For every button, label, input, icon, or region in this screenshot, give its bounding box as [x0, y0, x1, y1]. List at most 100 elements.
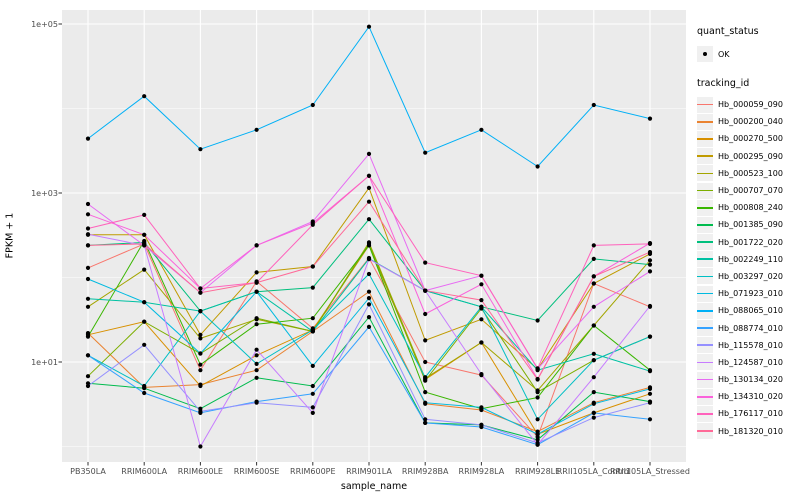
data-point: [254, 127, 259, 132]
data-point: [198, 286, 203, 291]
data-point: [647, 334, 653, 339]
data-point: [479, 422, 484, 427]
data-point: [310, 327, 315, 332]
data-point: [647, 269, 653, 274]
data-point: [591, 323, 596, 328]
data-point: [254, 400, 259, 405]
data-point: [591, 375, 596, 380]
data-point: [310, 316, 315, 321]
data-point: [254, 280, 259, 285]
data-point: [535, 432, 540, 437]
data-point: [198, 444, 203, 449]
data-point: [85, 304, 91, 309]
data-point: [142, 232, 147, 237]
data-point: [423, 375, 428, 380]
data-point: [254, 243, 259, 248]
data-point: [198, 351, 203, 356]
data-point: [535, 377, 540, 382]
data-point: [85, 201, 91, 207]
data-point: [423, 359, 428, 365]
data-point: [479, 304, 484, 309]
data-point: [591, 401, 596, 406]
data-point: [254, 368, 259, 373]
data-point: [366, 271, 372, 277]
data-point: [423, 288, 428, 293]
data-point: [310, 383, 315, 389]
data-point: [85, 243, 91, 248]
data-point: [647, 369, 653, 374]
data-point: [366, 302, 372, 307]
data-point: [142, 267, 147, 272]
data-point: [310, 410, 315, 415]
data-point: [591, 281, 596, 286]
data-point: [142, 94, 147, 99]
data-point: [310, 405, 315, 410]
data-point: [254, 316, 259, 321]
data-point: [366, 296, 372, 301]
data-point: [591, 243, 596, 248]
data-point: [85, 265, 91, 270]
data-point: [479, 372, 484, 377]
data-point: [254, 289, 259, 294]
data-point: [423, 417, 428, 422]
data-point: [479, 405, 484, 410]
data-point: [254, 375, 259, 380]
data-point: [479, 273, 484, 278]
data-point: [423, 400, 428, 405]
data-point: [85, 353, 91, 358]
data-point: [591, 390, 596, 395]
data-point: [198, 290, 203, 295]
data-point: [85, 296, 91, 301]
data-point: [479, 298, 484, 303]
data-point: [535, 417, 540, 422]
data-point: [366, 257, 372, 262]
data-point: [198, 368, 203, 373]
data-point: [310, 391, 315, 396]
data-point: [423, 338, 428, 343]
data-point: [142, 319, 147, 324]
data-point: [366, 243, 372, 248]
data-point: [198, 309, 203, 314]
data-point: [647, 391, 653, 396]
data-point: [366, 151, 372, 156]
data-point: [142, 300, 147, 305]
data-point: [535, 164, 540, 169]
data-point: [535, 395, 540, 400]
data-point: [198, 147, 203, 152]
data-point: [198, 362, 203, 367]
data-point: [366, 199, 372, 204]
data-point: [479, 127, 484, 132]
data-point: [366, 289, 372, 294]
data-point: [366, 324, 372, 329]
data-point: [366, 217, 372, 222]
data-point: [310, 222, 315, 227]
data-point: [647, 250, 653, 255]
data-point: [591, 351, 596, 356]
data-point: [85, 334, 91, 339]
data-point: [366, 185, 372, 190]
data-point: [254, 353, 259, 358]
data-point: [423, 150, 428, 155]
data-point: [85, 136, 91, 141]
data-point: [591, 415, 596, 420]
data-point: [423, 378, 428, 383]
data-point: [647, 241, 653, 246]
data-point: [423, 420, 428, 425]
data-point: [142, 212, 147, 217]
data-point: [535, 366, 540, 371]
data-point: [310, 102, 315, 108]
data-point: [142, 241, 147, 246]
data-point: [647, 258, 653, 263]
data-point: [591, 274, 596, 279]
data-point: [535, 442, 540, 447]
data-point: [85, 232, 91, 237]
data-point: [423, 390, 428, 395]
data-point: [535, 390, 540, 395]
data-point: [366, 315, 372, 320]
data-point: [535, 318, 540, 323]
data-point: [591, 256, 596, 261]
data-point: [647, 386, 653, 391]
data-point: [310, 285, 315, 290]
